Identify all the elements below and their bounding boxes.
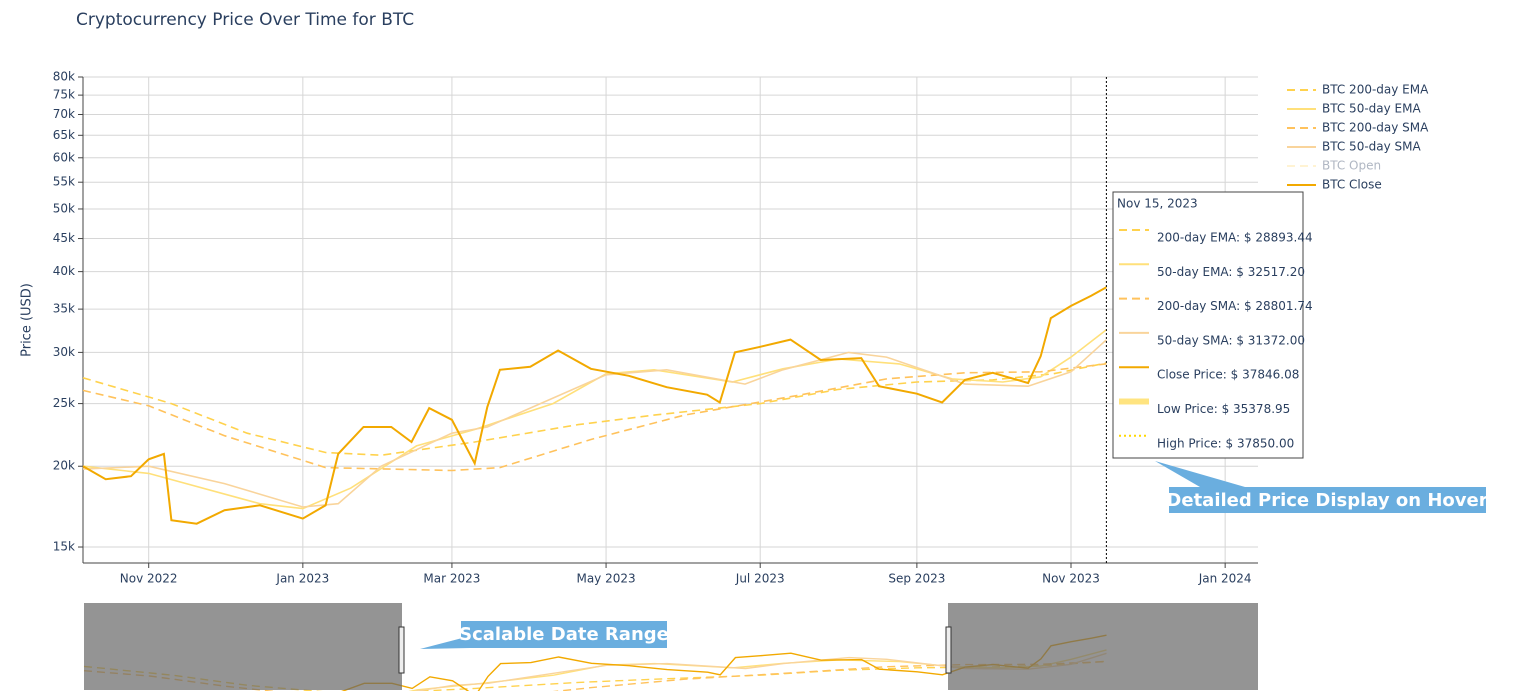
legend-label: BTC 50-day SMA [1322, 140, 1422, 154]
y-tick-label: 60k [53, 150, 75, 164]
legend-label: BTC Open [1322, 159, 1381, 173]
tooltip-item: 50-day SMA: $ 31372.00 [1157, 333, 1305, 347]
series-line [83, 660, 1107, 691]
series-line [82, 362, 1107, 457]
tooltip-item: 200-day SMA: $ 28801.74 [1157, 299, 1313, 313]
x-tick-label: Jan 2023 [275, 572, 329, 586]
x-tick-label: Nov 2023 [1042, 572, 1100, 586]
y-tick-label: 45k [53, 231, 75, 245]
range-handle[interactable] [398, 626, 405, 674]
tooltip-item: 200-day EMA: $ 28893.44 [1157, 231, 1313, 245]
y-tick-label: 40k [53, 264, 75, 278]
y-tick-label: 80k [53, 70, 75, 84]
y-tick-label: 70k [53, 107, 75, 121]
chart-title: Cryptocurrency Price Over Time for BTC [76, 10, 414, 30]
tooltip-item: Low Price: $ 35378.95 [1157, 402, 1290, 416]
series-line [82, 286, 1107, 525]
legend-label: BTC 200-day SMA [1322, 121, 1429, 135]
range-mask [84, 603, 402, 690]
range-mask [948, 603, 1258, 690]
tooltip-box [1112, 191, 1304, 459]
legend-label: BTC Close [1322, 178, 1382, 192]
series-line [82, 363, 1107, 472]
x-tick-label: Jul 2023 [735, 572, 785, 586]
y-axis-title: Price (USD) [20, 283, 35, 357]
annotation-box [461, 621, 667, 648]
y-tick-label: 75k [53, 88, 75, 102]
legend-label: BTC 50-day EMA [1322, 102, 1421, 116]
range-handle[interactable] [945, 626, 952, 674]
tooltip-date: Nov 15, 2023 [1117, 197, 1198, 211]
annotation-box [1169, 487, 1486, 513]
y-tick-label: 20k [53, 459, 75, 473]
x-tick-label: Sep 2023 [888, 572, 945, 586]
y-tick-label: 55k [53, 175, 75, 189]
series-line [82, 339, 1107, 508]
series-line [82, 329, 1107, 510]
y-tick-label: 65k [53, 128, 75, 142]
x-tick-label: Mar 2023 [423, 572, 480, 586]
x-tick-label: Nov 2022 [120, 572, 178, 586]
tooltip-item: 50-day EMA: $ 32517.20 [1157, 265, 1305, 279]
y-tick-label: 25k [53, 396, 75, 410]
y-tick-label: 30k [53, 345, 75, 359]
y-tick-label: 15k [53, 540, 75, 554]
tooltip-swatch [1119, 398, 1149, 405]
legend-label: BTC 200-day EMA [1322, 83, 1429, 97]
x-tick-label: Jan 2024 [1198, 572, 1252, 586]
annotation-text: Scalable Date Range [459, 624, 669, 645]
tooltip-item: High Price: $ 37850.00 [1157, 436, 1294, 450]
annotation-arrow [420, 636, 470, 649]
annotation-arrow [1155, 461, 1245, 487]
y-tick-label: 35k [53, 302, 75, 316]
x-tick-label: May 2023 [576, 572, 635, 586]
y-tick-label: 50k [53, 201, 75, 215]
annotation-text: Detailed Price Display on Hover [1166, 490, 1487, 511]
tooltip-item: Close Price: $ 37846.08 [1157, 368, 1299, 382]
